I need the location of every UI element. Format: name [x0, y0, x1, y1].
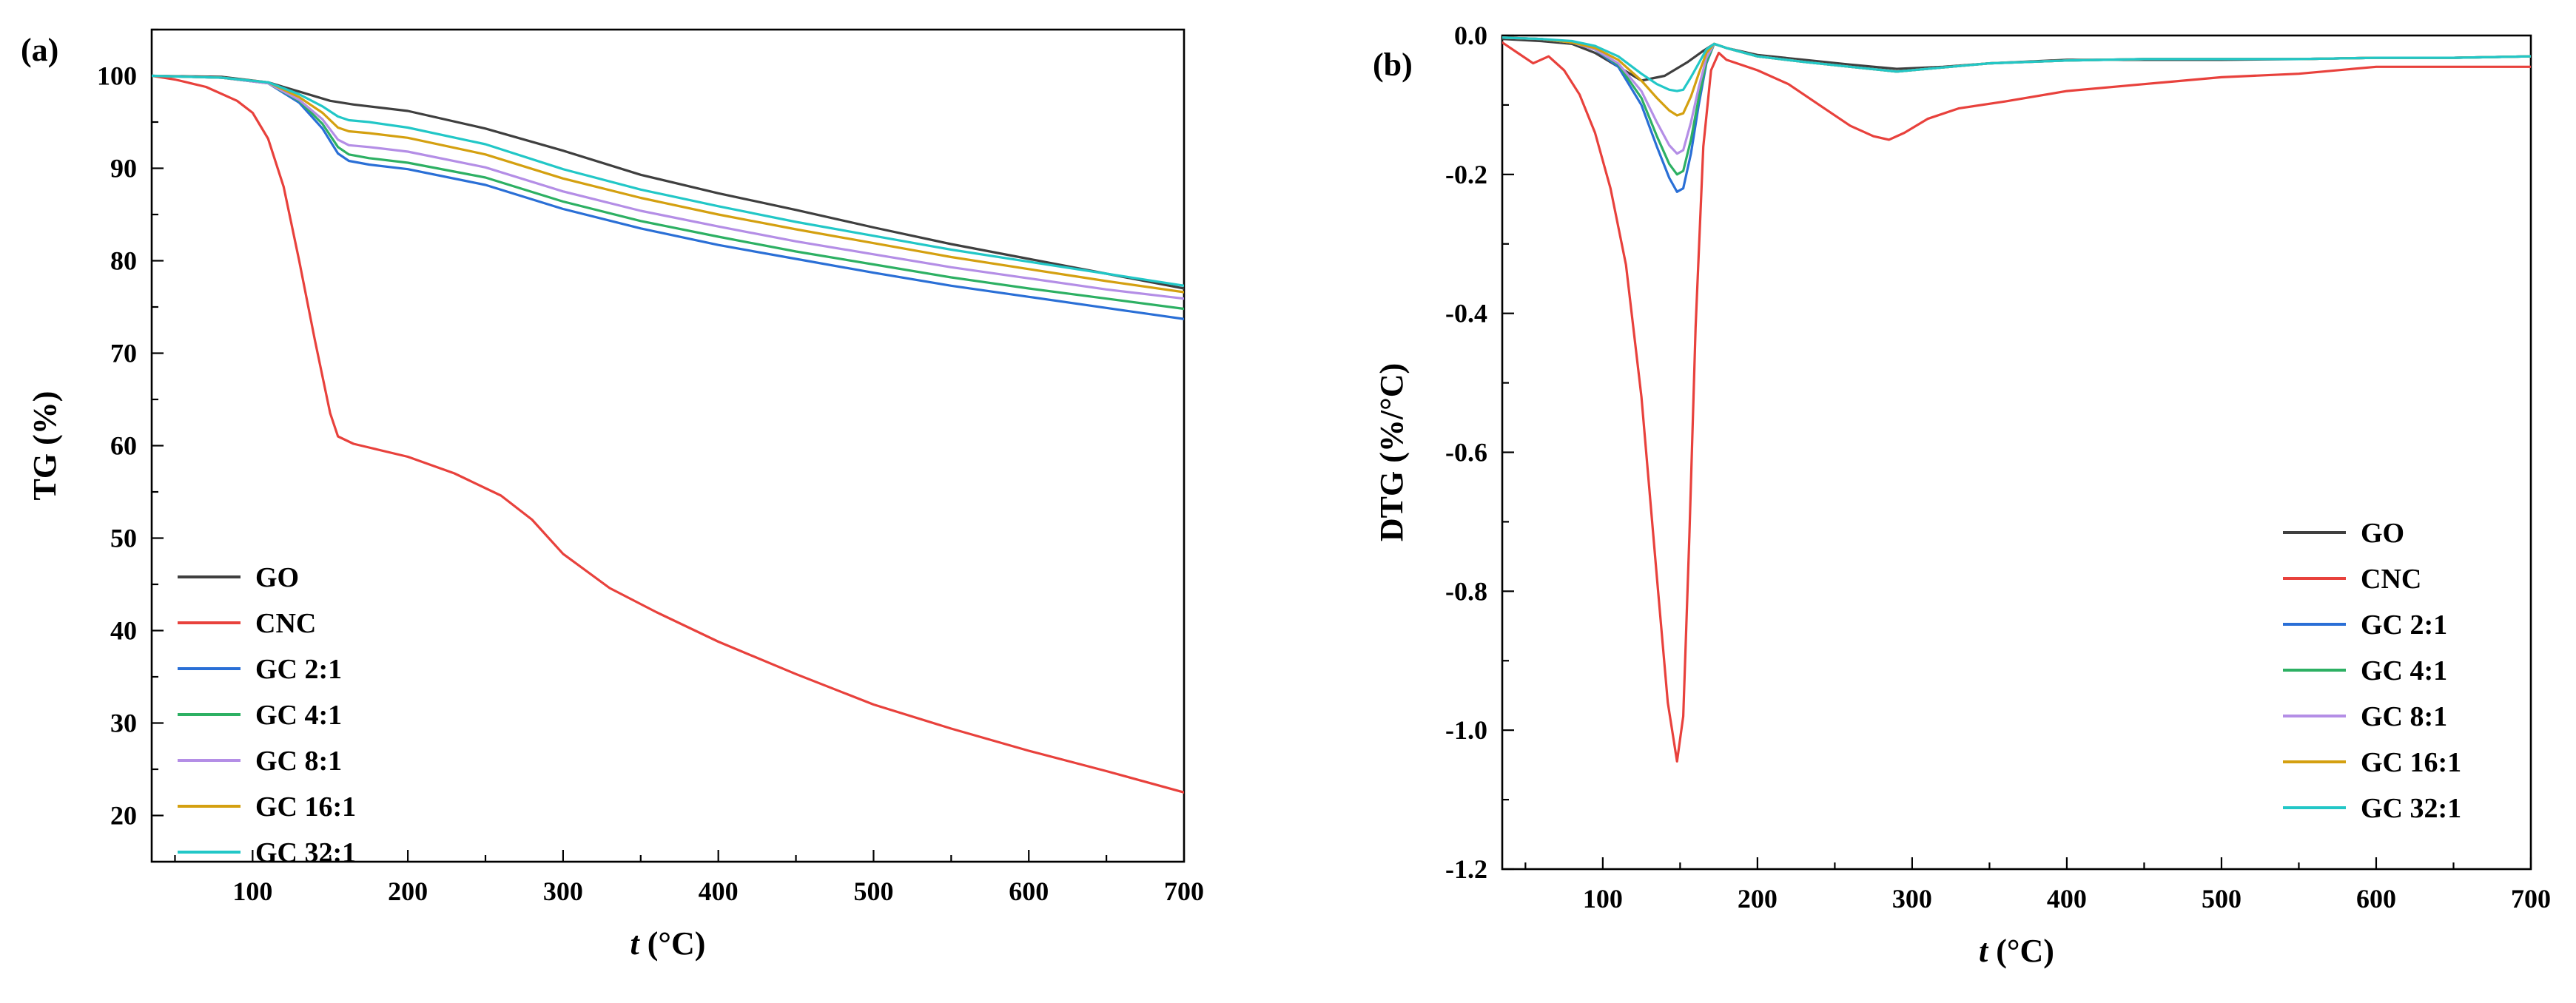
series-line-gc-2-1 — [152, 74, 1184, 320]
y-tick-label: 90 — [110, 154, 137, 183]
y-tick-label: -0.2 — [1445, 160, 1487, 189]
legend-label: GC 8:1 — [255, 746, 342, 777]
series-line-go — [152, 74, 1184, 290]
x-tick-label: 500 — [853, 877, 893, 906]
x-tick-label: 600 — [2356, 884, 2396, 913]
legend-label: CNC — [255, 608, 316, 639]
y-tick-label: 100 — [97, 61, 137, 91]
x-tick-label: 200 — [1738, 884, 1778, 913]
legend-label: GC 4:1 — [255, 700, 342, 731]
legend-label: GC 4:1 — [2361, 655, 2447, 686]
y-tick-label: 50 — [110, 524, 137, 553]
legend-label: GC 2:1 — [2361, 609, 2447, 641]
x-tick-label: 300 — [543, 877, 583, 906]
y-tick-label: 0.0 — [1454, 21, 1487, 50]
series-line-go — [1502, 38, 2531, 82]
series-line-cnc — [152, 74, 1184, 794]
legend-label: GC 16:1 — [2361, 747, 2461, 778]
x-tick-label: 600 — [1009, 877, 1049, 906]
plot-frame — [1501, 34, 2532, 871]
plot-frame — [150, 28, 1186, 863]
series-line-gc-2-1 — [1502, 36, 2531, 193]
series-line-gc-32-1 — [1502, 36, 2531, 92]
panel-b-dtg-chart: 100 200 300 400 500 600 700 0.0 -0.2 -0.4 -0.6 -0.8… — [1373, 21, 2551, 969]
x-tick-label: 100 — [1583, 884, 1623, 913]
y-tick-label: -0.6 — [1445, 438, 1487, 467]
y-tick-label: 20 — [110, 801, 137, 831]
legend-label: GC 2:1 — [255, 654, 342, 685]
panel-label: (b) — [1373, 47, 1413, 83]
x-axis-variable: t — [1979, 933, 1989, 969]
y-tick-label: -0.8 — [1445, 576, 1487, 606]
y-tick-label: -0.4 — [1445, 299, 1487, 328]
y-tick-label: -1.2 — [1445, 854, 1487, 884]
panel-label: (a) — [21, 32, 58, 68]
x-tick-label: 500 — [2202, 884, 2242, 913]
y-tick-label: 40 — [110, 616, 137, 646]
legend-label: GC 16:1 — [255, 791, 356, 823]
x-tick-label: 400 — [699, 877, 739, 906]
x-tick-label: 300 — [1892, 884, 1932, 913]
legend-label: GO — [255, 562, 299, 593]
x-tick-label: 100 — [232, 877, 272, 906]
legend-label: GO — [2361, 518, 2404, 549]
x-axis-variable: t — [630, 925, 641, 962]
legend-label: CNC — [2361, 564, 2421, 595]
y-tick-label: 70 — [110, 339, 137, 368]
series-line-gc-16-1 — [152, 74, 1184, 294]
legend-label: GC 32:1 — [255, 837, 356, 868]
x-axis-unit: (°C) — [639, 925, 706, 962]
panel-a-tg-chart: 100 200 300 400 500 600 700 20 30 40 50 60 70 80 90 100… — [21, 28, 1204, 962]
x-axis-unit: (°C) — [1988, 933, 2054, 969]
y-tick-label: 80 — [110, 246, 137, 276]
y-tick-label: 30 — [110, 709, 137, 738]
y-tick-label: 60 — [110, 431, 137, 461]
series-line-gc-8-1 — [152, 74, 1184, 300]
x-axis-title: t (°C) — [1979, 933, 2054, 969]
y-axis-title: TG (%) — [27, 391, 63, 501]
series-line-gc-32-1 — [152, 74, 1184, 287]
series-line-cnc — [1502, 41, 2531, 763]
legend-label: GC 8:1 — [2361, 701, 2447, 732]
y-axis-title: DTG (%/°C) — [1373, 363, 1410, 541]
x-tick-label: 700 — [1164, 877, 1204, 906]
x-tick-label: 400 — [2047, 884, 2087, 913]
x-axis-title: t (°C) — [630, 925, 706, 962]
y-tick-label: -1.0 — [1445, 715, 1487, 745]
legend-label: GC 32:1 — [2361, 793, 2461, 824]
x-tick-label: 700 — [2511, 884, 2551, 913]
x-tick-label: 200 — [388, 877, 428, 906]
